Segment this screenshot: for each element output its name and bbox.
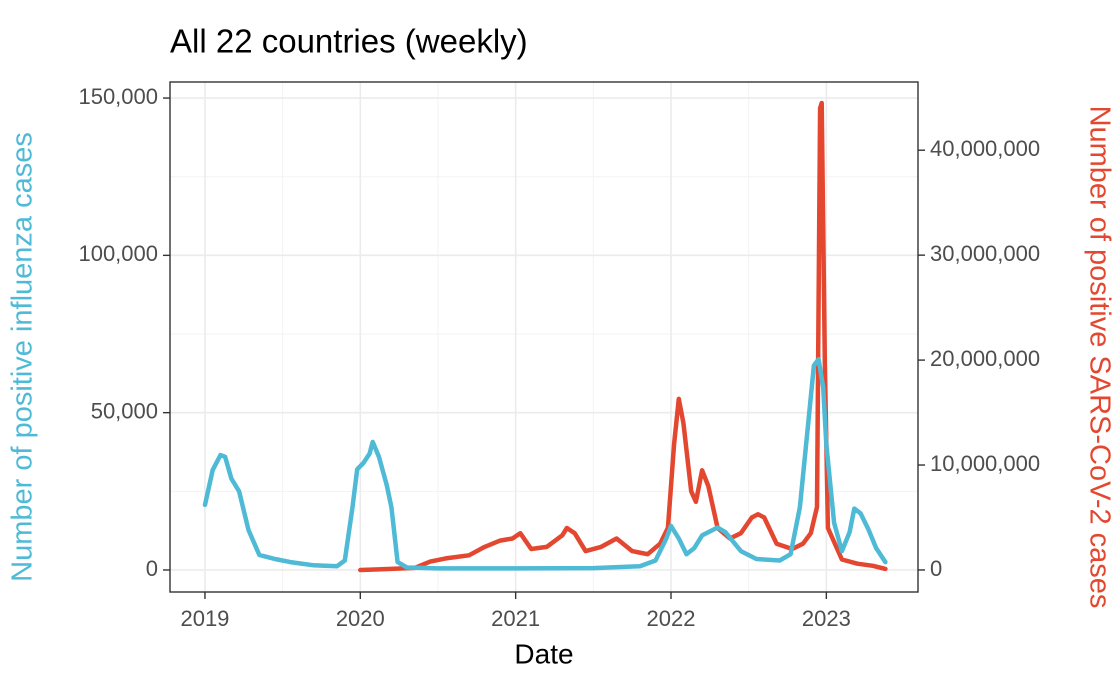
series-line (358, 100, 888, 573)
y-tick-label: 150,000 (78, 84, 158, 109)
x-axis-title: Date (514, 638, 573, 669)
y-tick-label: 50,000 (91, 398, 158, 423)
panel-border (169, 81, 919, 593)
axes: 2019 2020 2021 2022 2023 0 50,000 100,000 150,00… (78, 84, 1040, 631)
y-axis-title: Number of positive influenza cases (7, 132, 39, 582)
x-tick-label: 2021 (491, 606, 540, 631)
y2-tick-label: 20,000,000 (930, 346, 1040, 371)
y2-tick-label: 10,000,000 (930, 451, 1040, 476)
series-line (202, 356, 888, 571)
x-tick-label: 2023 (802, 606, 851, 631)
y2-tick-label: 30,000,000 (930, 241, 1040, 266)
chart-title: All 22 countries (weekly) (170, 23, 528, 60)
x-tick-label: 2020 (336, 606, 385, 631)
y2-tick-label: 0 (930, 556, 942, 581)
plot-lines (202, 100, 888, 573)
y-tick-label: 0 (146, 556, 158, 581)
x-tick-label: 2019 (180, 606, 229, 631)
y-tick-label: 100,000 (78, 241, 158, 266)
y2-tick-label: 40,000,000 (930, 136, 1040, 161)
y2-axis-title: Number of positive SARS-CoV-2 cases (1083, 106, 1115, 609)
x-tick-label: 2022 (647, 606, 696, 631)
